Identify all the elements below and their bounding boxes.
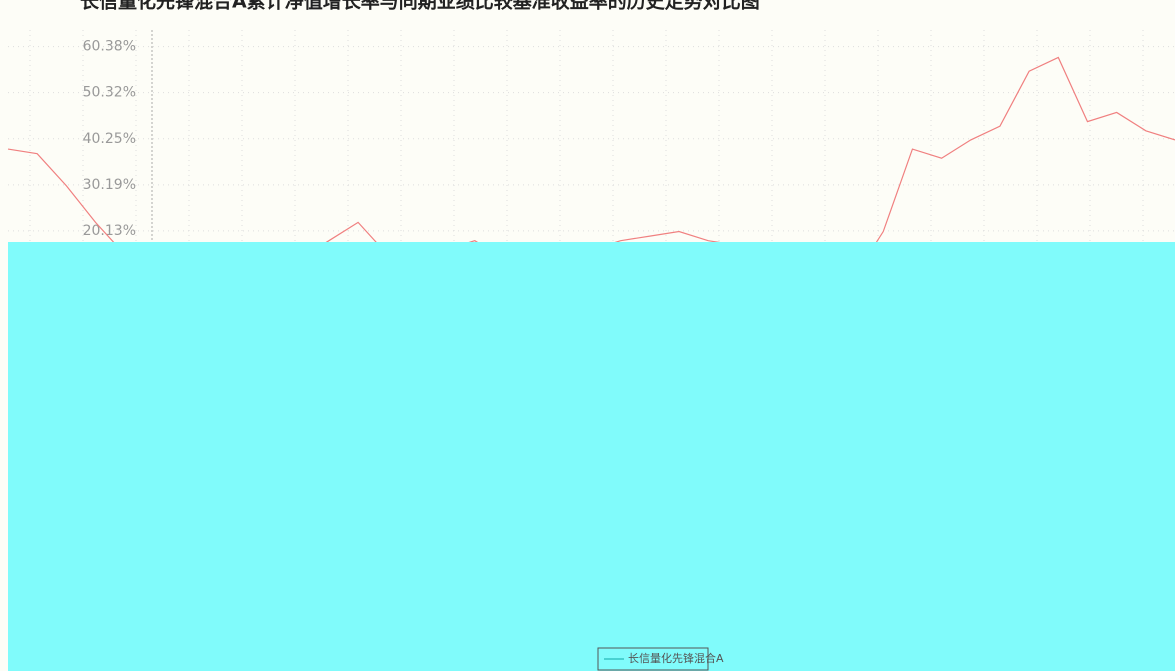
- chart-title: 长信量化先锋混合A累计净值增长率与同期业绩比较基准收益率的历史走势对比图: [80, 0, 760, 13]
- legend-label: 长信量化先锋混合A: [628, 651, 724, 665]
- y-tick-label: 40.25%: [83, 131, 136, 147]
- y-tick-label: 30.19%: [83, 177, 136, 193]
- y-tick-label: 60.38%: [83, 39, 136, 55]
- y-tick-label: 50.32%: [83, 85, 136, 101]
- overlay: [8, 242, 1175, 671]
- y-tick-label: 20.13%: [83, 223, 136, 239]
- chart: 长信量化先锋混合A累计净值增长率与同期业绩比较基准收益率的历史走势对比图 60.…: [0, 0, 1175, 671]
